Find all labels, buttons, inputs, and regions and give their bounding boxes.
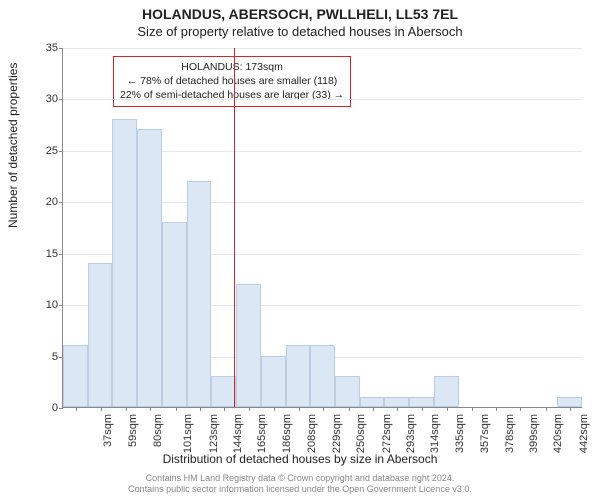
histogram-bar: [112, 119, 137, 407]
xtick-mark: [422, 407, 423, 411]
histogram-bar: [434, 376, 459, 407]
footer-line2: Contains public sector information licen…: [0, 484, 600, 496]
xtick-label: 272sqm: [381, 414, 393, 453]
xtick-label: 357sqm: [479, 414, 491, 453]
xtick-label: 101sqm: [182, 414, 194, 453]
ytick-mark: [59, 202, 63, 203]
chart-title-line2: Size of property relative to detached ho…: [0, 24, 600, 39]
histogram-bar: [63, 345, 88, 407]
ytick-label: 20: [18, 196, 58, 208]
xtick-mark: [274, 407, 275, 411]
ytick-mark: [59, 254, 63, 255]
histogram-bar: [310, 345, 335, 407]
ytick-mark: [59, 305, 63, 306]
histogram-bar: [409, 397, 434, 407]
ytick-label: 15: [18, 248, 58, 260]
xtick-label: 37sqm: [102, 414, 114, 447]
ytick-mark: [59, 48, 63, 49]
ytick-mark: [59, 99, 63, 100]
histogram-bar: [88, 263, 113, 407]
xtick-mark: [546, 407, 547, 411]
ytick-label: 30: [18, 93, 58, 105]
histogram-bar: [187, 181, 212, 407]
xtick-label: 335sqm: [454, 414, 466, 453]
histogram-bar: [286, 345, 311, 407]
xtick-mark: [150, 407, 151, 411]
xtick-label: 314sqm: [429, 414, 441, 453]
ytick-label: 0: [18, 402, 58, 414]
annotation-line1: HOLANDUS: 173sqm: [120, 60, 344, 74]
histogram-bar: [211, 376, 236, 407]
histogram-bar: [360, 397, 385, 407]
ytick-label: 35: [18, 42, 58, 54]
ytick-label: 10: [18, 299, 58, 311]
xtick-mark: [323, 407, 324, 411]
xtick-mark: [447, 407, 448, 411]
histogram-bar: [384, 397, 409, 407]
xtick-label: 59sqm: [127, 414, 139, 447]
xtick-label: 208sqm: [306, 414, 318, 453]
xtick-label: 442sqm: [578, 414, 590, 453]
xtick-label: 123sqm: [208, 414, 220, 453]
xtick-mark: [472, 407, 473, 411]
xtick-mark: [176, 407, 177, 411]
annotation-line2: ← 78% of detached houses are smaller (11…: [120, 74, 344, 88]
xtick-label: 250sqm: [355, 414, 367, 453]
xtick-mark: [126, 407, 127, 411]
xtick-mark: [496, 407, 497, 411]
histogram-bar: [162, 222, 187, 407]
xtick-mark: [373, 407, 374, 411]
xtick-label: 165sqm: [256, 414, 268, 453]
xtick-label: 293sqm: [405, 414, 417, 453]
xtick-label: 229sqm: [331, 414, 343, 453]
xtick-label: 378sqm: [504, 414, 516, 453]
chart-title-line1: HOLANDUS, ABERSOCH, PWLLHELI, LL53 7EL: [0, 6, 600, 22]
xtick-mark: [76, 407, 77, 411]
histogram-bar: [137, 129, 162, 407]
histogram-bar: [335, 376, 360, 407]
xtick-label: 420sqm: [552, 414, 564, 453]
xtick-label: 144sqm: [232, 414, 244, 453]
ytick-label: 25: [18, 145, 58, 157]
xtick-label: 80sqm: [152, 414, 164, 447]
chart-footer: Contains HM Land Registry data © Crown c…: [0, 473, 600, 496]
xtick-label: 399sqm: [528, 414, 540, 453]
xtick-mark: [200, 407, 201, 411]
xtick-mark: [349, 407, 350, 411]
property-size-histogram: HOLANDUS, ABERSOCH, PWLLHELI, LL53 7EL S…: [0, 0, 600, 500]
histogram-bar: [557, 397, 582, 407]
xtick-mark: [397, 407, 398, 411]
ytick-mark: [59, 151, 63, 152]
gridline: [63, 99, 582, 100]
xtick-mark: [570, 407, 571, 411]
plot-area: HOLANDUS: 173sqm ← 78% of detached house…: [62, 48, 582, 408]
xtick-mark: [224, 407, 225, 411]
gridline: [63, 48, 582, 49]
xtick-mark: [101, 407, 102, 411]
xtick-mark: [520, 407, 521, 411]
ytick-label: 5: [18, 351, 58, 363]
x-axis-label: Distribution of detached houses by size …: [0, 452, 600, 466]
xtick-mark: [299, 407, 300, 411]
histogram-bar: [261, 356, 286, 407]
histogram-bar: [236, 284, 261, 407]
xtick-label: 186sqm: [281, 414, 293, 453]
xtick-mark: [249, 407, 250, 411]
footer-line1: Contains HM Land Registry data © Crown c…: [0, 473, 600, 485]
ytick-mark: [59, 408, 63, 409]
reference-line: [234, 48, 235, 407]
